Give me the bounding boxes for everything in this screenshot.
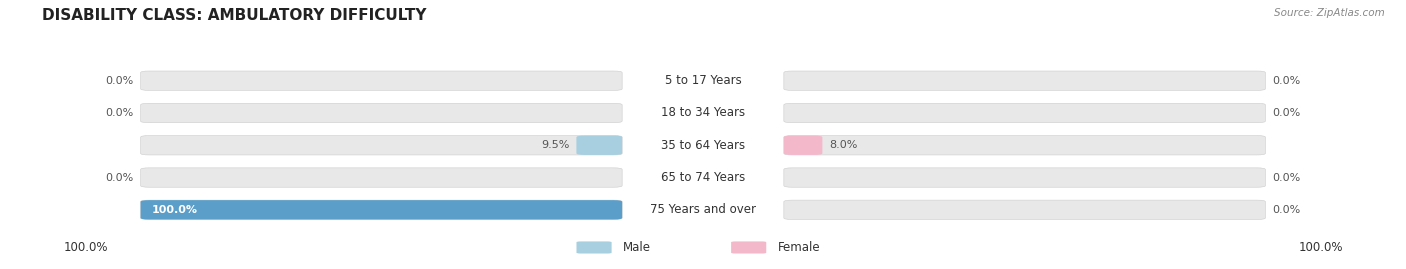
- Text: 0.0%: 0.0%: [105, 108, 134, 118]
- Text: Female: Female: [778, 241, 820, 254]
- Text: 9.5%: 9.5%: [541, 140, 569, 150]
- Text: 100.0%: 100.0%: [1298, 241, 1343, 254]
- FancyBboxPatch shape: [141, 103, 621, 123]
- FancyBboxPatch shape: [785, 71, 1265, 90]
- FancyBboxPatch shape: [731, 242, 766, 253]
- Text: Male: Male: [623, 241, 651, 254]
- FancyBboxPatch shape: [141, 200, 621, 220]
- FancyBboxPatch shape: [141, 200, 621, 220]
- FancyBboxPatch shape: [141, 71, 621, 90]
- Text: 65 to 74 Years: 65 to 74 Years: [661, 171, 745, 184]
- Text: 100.0%: 100.0%: [63, 241, 108, 254]
- Text: 0.0%: 0.0%: [1272, 205, 1301, 215]
- Text: 0.0%: 0.0%: [1272, 108, 1301, 118]
- FancyBboxPatch shape: [785, 103, 1265, 123]
- Text: Source: ZipAtlas.com: Source: ZipAtlas.com: [1274, 8, 1385, 18]
- Text: 100.0%: 100.0%: [152, 205, 198, 215]
- Text: 5 to 17 Years: 5 to 17 Years: [665, 74, 741, 87]
- Text: 0.0%: 0.0%: [1272, 172, 1301, 183]
- Text: 0.0%: 0.0%: [105, 76, 134, 86]
- FancyBboxPatch shape: [576, 136, 621, 155]
- Text: 8.0%: 8.0%: [830, 140, 858, 150]
- Text: DISABILITY CLASS: AMBULATORY DIFFICULTY: DISABILITY CLASS: AMBULATORY DIFFICULTY: [42, 8, 426, 23]
- FancyBboxPatch shape: [785, 168, 1265, 187]
- FancyBboxPatch shape: [141, 136, 621, 155]
- Text: 0.0%: 0.0%: [1272, 76, 1301, 86]
- Text: 35 to 64 Years: 35 to 64 Years: [661, 139, 745, 152]
- FancyBboxPatch shape: [785, 136, 823, 155]
- FancyBboxPatch shape: [785, 200, 1265, 220]
- FancyBboxPatch shape: [141, 168, 621, 187]
- FancyBboxPatch shape: [576, 242, 612, 253]
- Text: 0.0%: 0.0%: [105, 172, 134, 183]
- FancyBboxPatch shape: [785, 136, 1265, 155]
- Text: 18 to 34 Years: 18 to 34 Years: [661, 107, 745, 119]
- Text: 75 Years and over: 75 Years and over: [650, 203, 756, 216]
